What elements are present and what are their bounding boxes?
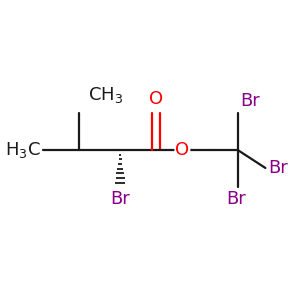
Text: Br: Br — [226, 190, 246, 208]
Text: Br: Br — [268, 159, 288, 177]
Text: Br: Br — [110, 190, 130, 208]
Text: O: O — [175, 141, 189, 159]
Text: O: O — [149, 91, 163, 109]
Text: H$_3$C: H$_3$C — [5, 140, 41, 160]
Text: CH$_3$: CH$_3$ — [88, 85, 124, 105]
Text: Br: Br — [241, 92, 260, 110]
